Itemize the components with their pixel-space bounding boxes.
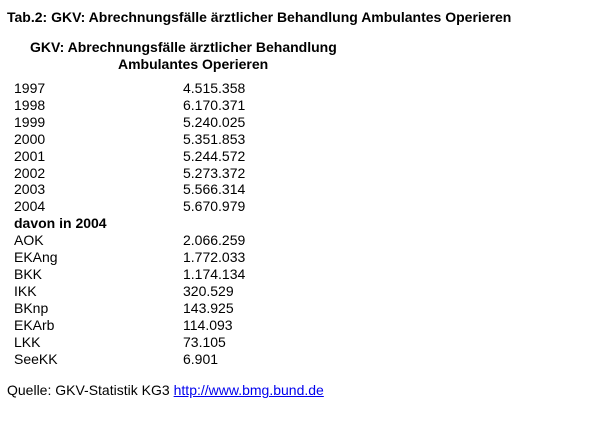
table-row: EKArb 114.093 [0, 317, 603, 334]
table-row: 2002 5.273.372 [0, 165, 603, 182]
table-row: BKK 1.174.134 [0, 266, 603, 283]
row-value: 114.093 [183, 316, 233, 333]
row-value: 320.529 [183, 282, 234, 299]
row-value: 4.515.358 [183, 80, 246, 96]
table-row: 2004 5.670.979 [0, 198, 603, 215]
table-row: AOK 2.066.259 [0, 232, 603, 249]
table-row: SeeKK 6.901 [0, 351, 603, 368]
row-value: 5.240.025 [183, 113, 246, 130]
table-row: 2003 5.566.314 [0, 181, 603, 198]
row-value: 5.244.572 [183, 147, 246, 164]
table-row: 1999 5.240.025 [0, 114, 603, 131]
row-label: 2003 [14, 181, 46, 198]
row-value: 5.566.314 [183, 181, 246, 198]
row-value: 1.772.033 [183, 249, 246, 266]
row-value: 6.170.371 [183, 96, 246, 113]
table-header-line1: GKV: Abrechnungsfälle ärztlicher Behandl… [30, 39, 337, 55]
table-row: davon in 2004 [0, 215, 603, 232]
row-label: BKK [14, 265, 43, 282]
row-value: 143.925 [183, 299, 234, 316]
source-line: Quelle: GKV-Statistik KG3 http://www.bmg.… [7, 382, 603, 399]
row-value: 5.351.853 [183, 130, 246, 147]
table-row: EKAng 1.772.033 [0, 249, 603, 266]
row-label: 1997 [14, 80, 46, 96]
table-row: 2000 5.351.853 [0, 131, 603, 148]
table-row: IKK 320.529 [0, 283, 603, 300]
row-label: 2004 [14, 198, 46, 215]
row-label: AOK [14, 232, 44, 249]
table-row: 2001 5.244.572 [0, 148, 603, 165]
table-header: GKV: Abrechnungsfälle ärztlicher Behandl… [0, 39, 603, 73]
row-value: 5.273.372 [183, 164, 246, 181]
row-label: EKArb [14, 316, 55, 333]
table-row: 1998 6.170.371 [0, 97, 603, 114]
row-value: 2.066.259 [183, 232, 246, 249]
row-value: 6.901 [183, 350, 219, 367]
table-row: LKK 73.105 [0, 334, 603, 351]
row-label: 1999 [14, 113, 46, 130]
row-label: 2001 [14, 147, 46, 164]
source-link[interactable]: http://www.bmg.bund.de [173, 382, 324, 399]
source-label: Quelle: GKV-Statistik KG3 [7, 382, 170, 399]
row-value: 5.670.979 [183, 198, 246, 215]
row-label: SeeKK [14, 350, 58, 367]
row-label: 1998 [14, 96, 46, 113]
row-label: IKK [14, 282, 37, 299]
table-row: 1997 4.515.358 [0, 80, 603, 97]
table-row: BKnp 143.925 [0, 300, 603, 317]
row-label: davon in 2004 [14, 215, 107, 232]
row-value: 1.174.134 [183, 265, 246, 282]
row-label: LKK [14, 333, 41, 350]
row-label: 2002 [14, 164, 46, 181]
document-page: Tab.2: GKV: Abrechnungsfälle ärztlicher … [0, 9, 603, 399]
row-label: 2000 [14, 130, 46, 147]
table-header-line2: Ambulantes Operieren [118, 56, 269, 72]
document-title: Tab.2: GKV: Abrechnungsfälle ärztlicher … [7, 9, 512, 25]
row-value: 73.105 [183, 333, 226, 350]
row-label: EKAng [14, 249, 58, 266]
table-body: 1997 4.515.358 1998 6.170.371 1999 5.240.025 2… [0, 80, 603, 367]
row-label: BKnp [14, 299, 49, 316]
